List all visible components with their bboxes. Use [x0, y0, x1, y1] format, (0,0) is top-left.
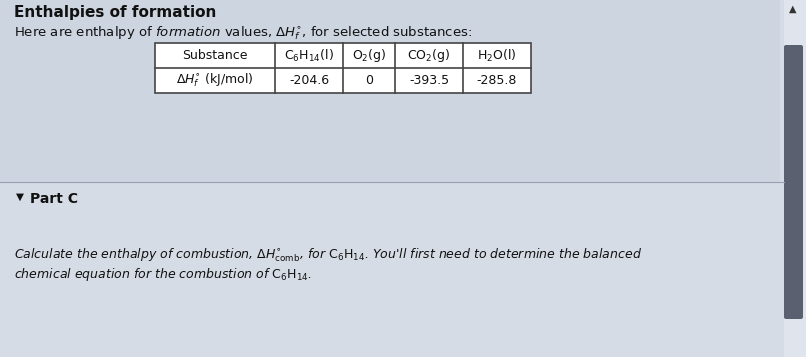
Text: -204.6: -204.6 — [289, 74, 329, 87]
Bar — [155, 43, 531, 93]
Text: Part C: Part C — [30, 192, 78, 206]
Text: $\mathrm{O_2(g)}$: $\mathrm{O_2(g)}$ — [351, 47, 386, 64]
Text: $\mathrm{C_6H_{14}(l)}$: $\mathrm{C_6H_{14}(l)}$ — [284, 47, 334, 64]
Text: $\mathrm{CO_2(g)}$: $\mathrm{CO_2(g)}$ — [407, 47, 451, 64]
Text: $\mathrm{H_2O(l)}$: $\mathrm{H_2O(l)}$ — [477, 47, 517, 64]
Text: 0: 0 — [365, 74, 373, 87]
Text: $\Delta H^{\circ}_{f}$ (kJ/mol): $\Delta H^{\circ}_{f}$ (kJ/mol) — [177, 72, 254, 89]
Bar — [784, 0, 806, 357]
Text: ▼: ▼ — [16, 192, 24, 202]
Text: Calculate the enthalpy of combustion, $\mathit{\Delta H}^{\circ}_{\mathrm{comb}}: Calculate the enthalpy of combustion, $\… — [14, 247, 642, 265]
Text: -393.5: -393.5 — [409, 74, 449, 87]
Bar — [0, 0, 780, 182]
Text: Here are enthalpy of $\it{formation}$ values, $\mathit{\Delta H}^{\circ}_{f}$, f: Here are enthalpy of $\it{formation}$ va… — [14, 25, 472, 42]
Text: -285.8: -285.8 — [477, 74, 517, 87]
FancyBboxPatch shape — [784, 45, 803, 319]
Text: Substance: Substance — [182, 49, 247, 62]
Text: Enthalpies of formation: Enthalpies of formation — [14, 5, 216, 20]
Text: ▲: ▲ — [789, 4, 797, 14]
Text: chemical equation for the combustion of $\mathrm{C_6H_{14}}$.: chemical equation for the combustion of … — [14, 266, 312, 283]
